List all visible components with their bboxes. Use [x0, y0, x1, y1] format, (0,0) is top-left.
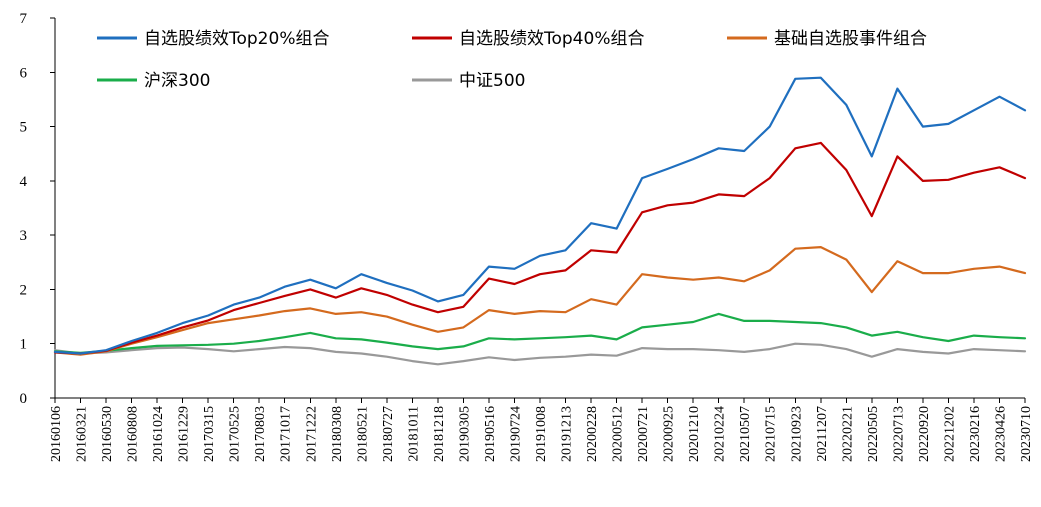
- x-tick-label: 20200721: [636, 406, 651, 462]
- x-tick-label: 20180521: [355, 406, 370, 462]
- x-tick-label: 20180727: [381, 406, 396, 462]
- x-tick-label: 20191008: [534, 406, 549, 462]
- legend-item: 自选股绩效Top40%组合: [412, 29, 644, 49]
- y-tick-label: 2: [20, 282, 28, 298]
- y-tick-label: 4: [20, 174, 28, 190]
- x-tick-label: 20211207: [815, 406, 830, 461]
- x-tick-label: 20230710: [1019, 406, 1034, 462]
- legend-item: 中证500: [412, 71, 525, 91]
- x-tick-label: 20200925: [662, 406, 677, 462]
- series-line-自选股绩效Top20%组合: [53, 76, 1027, 355]
- legend: 自选股绩效Top20%组合 自选股绩效Top40%组合 基础自选股事件组合沪深300…: [97, 29, 927, 91]
- legend-label: 自选股绩效Top20%组合: [144, 29, 329, 49]
- x-tick-label: 20170315: [202, 406, 217, 462]
- x-tick-label: 20210224: [713, 406, 728, 462]
- legend-item: 自选股绩效Top20%组合: [97, 29, 329, 49]
- x-tick-label: 20181011: [406, 406, 421, 461]
- x-tick-label: 20190516: [483, 406, 498, 462]
- x-tick-label: 20181218: [432, 406, 447, 462]
- x-tick-label: 20191213: [560, 406, 575, 462]
- x-tick-label: 20190305: [457, 406, 472, 462]
- x-tick-label: 20160106: [49, 406, 64, 462]
- x-tick-label: 20210507: [738, 406, 753, 462]
- x-tick-label: 20180308: [330, 406, 345, 462]
- legend-item: 基础自选股事件组合: [727, 29, 927, 49]
- x-tick-label: 20210715: [764, 406, 779, 462]
- x-tick-label: 20170525: [228, 406, 243, 462]
- y-tick-label: 5: [20, 120, 28, 136]
- x-tick-label: 20220221: [840, 406, 855, 462]
- x-tick-label: 20160808: [126, 406, 141, 462]
- x-tick-label: 20160321: [75, 406, 90, 462]
- y-tick-label: 1: [20, 337, 28, 353]
- x-tick-label: 20220505: [866, 406, 881, 462]
- x-tick-label: 20161024: [151, 406, 166, 462]
- x-tick-label: 20161229: [177, 406, 192, 462]
- x-tick-label: 20220713: [891, 406, 906, 462]
- x-tick-label: 20171017: [279, 406, 294, 462]
- legend-label: 基础自选股事件组合: [774, 29, 927, 49]
- y-tick-label: 3: [20, 228, 28, 244]
- series-line-中证500: [53, 342, 1027, 366]
- x-tick-label: 20160530: [100, 406, 115, 462]
- legend-item: 沪深300: [97, 71, 210, 91]
- series-line-沪深300: [53, 312, 1027, 354]
- x-tick-label: 20221202: [942, 406, 957, 462]
- axes: 0 1 2 3 4 5 6 7 20160106 20160321 20160530 20160808…: [20, 11, 1035, 462]
- x-tick-label: 20190724: [508, 406, 523, 462]
- y-tick-label: 7: [20, 11, 28, 27]
- legend-label: 中证500: [459, 71, 525, 91]
- series-line-基础自选股事件组合: [53, 246, 1027, 356]
- x-tick-label: 20230216: [968, 406, 983, 462]
- x-tick-label: 20171222: [304, 406, 319, 462]
- series-line-自选股绩效Top40%组合: [53, 141, 1027, 355]
- x-tick-label: 20200512: [611, 406, 626, 462]
- x-tick-label: 20170803: [253, 406, 268, 462]
- x-tick-label: 20201210: [687, 406, 702, 462]
- x-tick-label: 20200228: [585, 406, 600, 462]
- x-tick-label: 20210923: [789, 406, 804, 462]
- y-tick-label: 6: [20, 65, 28, 81]
- x-tick-label: 20230426: [993, 406, 1008, 462]
- x-tick-label: 20220920: [917, 406, 932, 462]
- y-tick-label: 0: [20, 391, 28, 407]
- series-lines: [53, 76, 1027, 366]
- legend-label: 自选股绩效Top40%组合: [459, 29, 644, 49]
- legend-label: 沪深300: [144, 71, 210, 91]
